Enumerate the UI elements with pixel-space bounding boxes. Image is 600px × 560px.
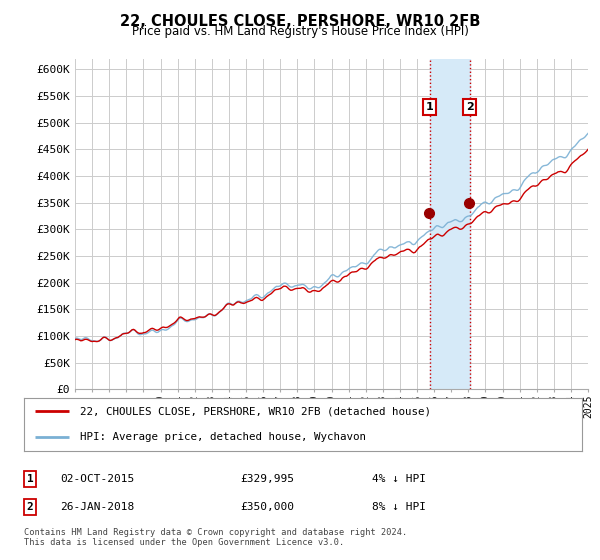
Text: 22, CHOULES CLOSE, PERSHORE, WR10 2FB: 22, CHOULES CLOSE, PERSHORE, WR10 2FB xyxy=(120,14,480,29)
Text: £329,995: £329,995 xyxy=(240,474,294,484)
Text: 26-JAN-2018: 26-JAN-2018 xyxy=(60,502,134,512)
Text: 22, CHOULES CLOSE, PERSHORE, WR10 2FB (detached house): 22, CHOULES CLOSE, PERSHORE, WR10 2FB (d… xyxy=(80,407,431,417)
Text: Contains HM Land Registry data © Crown copyright and database right 2024.
This d: Contains HM Land Registry data © Crown c… xyxy=(24,528,407,547)
Text: £350,000: £350,000 xyxy=(240,502,294,512)
Text: 2: 2 xyxy=(26,502,34,512)
Text: Price paid vs. HM Land Registry's House Price Index (HPI): Price paid vs. HM Land Registry's House … xyxy=(131,25,469,38)
Text: 4% ↓ HPI: 4% ↓ HPI xyxy=(372,474,426,484)
Text: 1: 1 xyxy=(26,474,34,484)
Text: HPI: Average price, detached house, Wychavon: HPI: Average price, detached house, Wych… xyxy=(80,432,366,442)
Text: 02-OCT-2015: 02-OCT-2015 xyxy=(60,474,134,484)
Text: 2: 2 xyxy=(466,102,473,112)
Text: 8% ↓ HPI: 8% ↓ HPI xyxy=(372,502,426,512)
Text: 1: 1 xyxy=(426,102,434,112)
Bar xyxy=(430,59,470,389)
